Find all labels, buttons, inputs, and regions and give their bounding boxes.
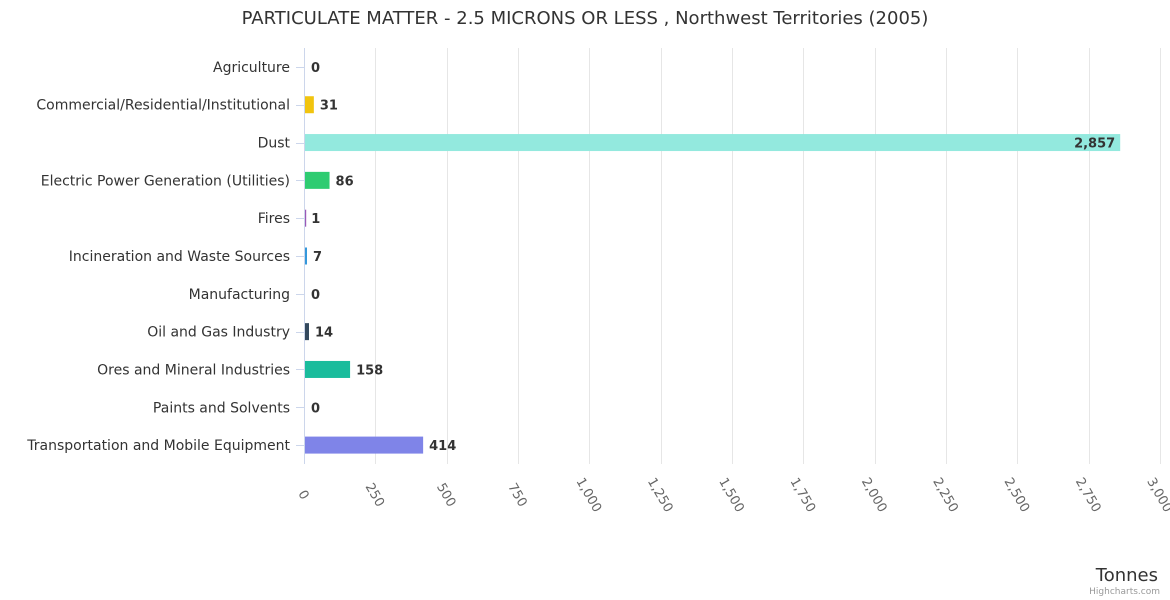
chart-title: PARTICULATE MATTER - 2.5 MICRONS OR LESS… [242, 8, 929, 29]
bar[interactable] [305, 171, 330, 189]
data-label: 14 [315, 326, 333, 341]
category-label: Fires [258, 211, 290, 227]
data-label: 0 [311, 61, 320, 76]
bars [305, 96, 1121, 454]
data-label: 86 [336, 174, 354, 189]
data-labels: 0 31 2,857 86 1 7 0 14 158 0 414 [311, 61, 1115, 454]
data-label: 158 [356, 363, 383, 378]
category-label: Manufacturing [189, 287, 290, 303]
category-labels: Agriculture Commercial/Residential/Instit… [26, 60, 304, 454]
bar[interactable] [305, 360, 351, 378]
gridlines [375, 48, 1161, 464]
data-label: 31 [320, 99, 338, 114]
x-axis-title: Tonnes [1095, 565, 1158, 586]
category-label: Ores and Mineral Industries [97, 362, 290, 378]
data-label: 0 [311, 401, 320, 416]
bar[interactable] [305, 323, 309, 341]
category-label: Electric Power Generation (Utilities) [41, 173, 290, 189]
category-label: Agriculture [213, 60, 290, 76]
bar[interactable] [305, 134, 1121, 152]
data-label: 0 [311, 288, 320, 303]
category-label: Incineration and Waste Sources [69, 249, 290, 265]
category-label: Dust [258, 136, 291, 152]
data-label: 1 [311, 212, 320, 227]
bar[interactable] [305, 209, 307, 227]
category-label: Paints and Solvents [153, 400, 290, 416]
data-label: 414 [429, 439, 456, 454]
category-label: Commercial/Residential/Institutional [36, 98, 290, 114]
bar[interactable] [305, 247, 307, 265]
bar[interactable] [305, 96, 314, 114]
category-label: Transportation and Mobile Equipment [26, 438, 290, 454]
credits-link[interactable]: Highcharts.com [1089, 587, 1160, 597]
data-label: 2,857 [1074, 137, 1115, 152]
data-label: 7 [313, 250, 322, 265]
category-label: Oil and Gas Industry [147, 325, 290, 341]
bar[interactable] [305, 436, 424, 454]
